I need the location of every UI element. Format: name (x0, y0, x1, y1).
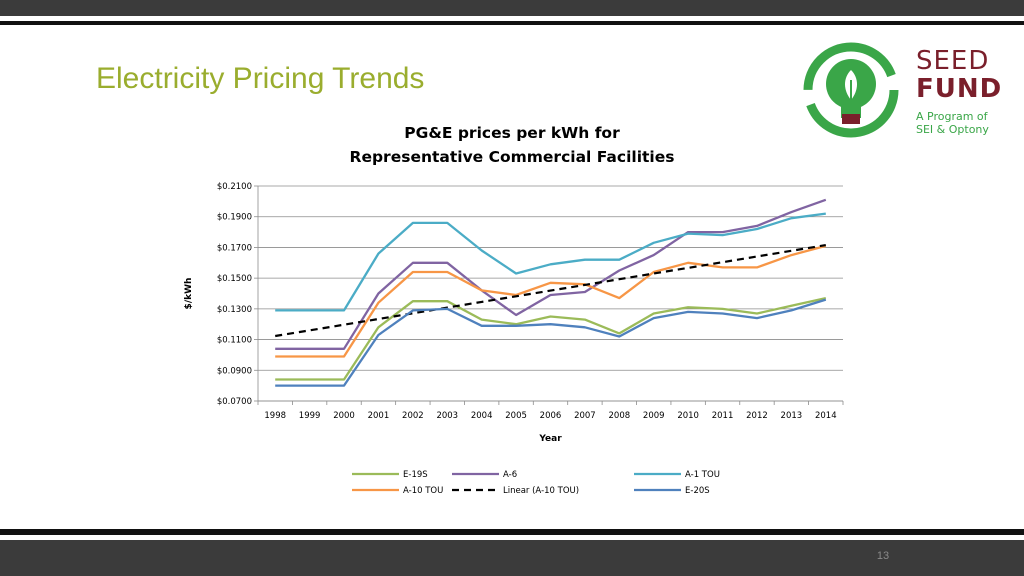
x-tick-label: 2002 (402, 411, 424, 421)
series-line-a-10-tou (275, 244, 827, 358)
legend-label: E-20S (685, 486, 710, 496)
legend-label: A-6 (503, 470, 517, 480)
gridlines (258, 185, 843, 402)
bottom-divider-line (0, 529, 1024, 535)
x-tick-label: 2008 (609, 411, 631, 421)
series-line-e-19s (275, 296, 827, 381)
x-tick-label: 1998 (264, 411, 286, 421)
series-lines (275, 198, 827, 387)
seed-fund-logo: SEED FUND A Program of SEI & Optony (796, 40, 1001, 140)
line-chart: $0.0700 $0.0900 $0.1100 $0.1300 $0.1500 $0.17… (184, 182, 844, 496)
logo-tagline-line2: SEI & Optony (916, 123, 989, 137)
y-tick-label: $0.1900 (217, 213, 252, 223)
chart-title-line1: PG&E prices per kWh for (404, 124, 620, 142)
logo-tagline-line1: A Program of (916, 110, 988, 123)
chart-title-line2: Representative Commercial Facilities (349, 148, 675, 166)
x-tick-label: 2011 (712, 411, 734, 421)
y-tick-label: $0.1300 (217, 305, 252, 315)
x-axis-title: Year (538, 434, 562, 444)
x-tick-label: 2007 (574, 411, 596, 421)
x-tick-label: 2006 (540, 411, 562, 421)
x-tick-label: 2004 (471, 411, 493, 421)
x-tick-label: 2014 (815, 411, 837, 421)
logo-seed-text: SEED (916, 46, 990, 76)
x-tick-label: 2000 (333, 411, 355, 421)
slide-number: 13 (876, 550, 890, 562)
series-line-e-20s (275, 298, 827, 387)
y-tick-label: $0.1100 (217, 336, 252, 346)
top-divider-line (0, 21, 1024, 25)
y-tick-label: $0.2100 (217, 182, 252, 192)
lightbulb-ring-icon (803, 42, 899, 138)
y-tick-label: $0.0700 (217, 397, 252, 407)
logo-tagline: A Program of SEI & Optony (916, 110, 989, 136)
x-tick-label: 1999 (299, 411, 321, 421)
y-axis-title: $/kWh (184, 278, 194, 310)
y-tick-label: $0.0900 (217, 366, 252, 376)
x-tick-label: 2012 (746, 411, 768, 421)
y-tick-label: $0.1700 (217, 243, 252, 253)
x-tick-label: 2013 (781, 411, 803, 421)
x-tick-label: 2009 (643, 411, 665, 421)
legend-label: E-19S (403, 470, 428, 480)
x-tick-label: 2001 (368, 411, 390, 421)
axes: $0.0700 $0.0900 $0.1100 $0.1300 $0.1500 $0.17… (184, 182, 844, 444)
legend: E-19S A-6 A-1 TOU A-10 TOU Linear (A-10 TOU)… (352, 470, 720, 496)
footer-band (0, 540, 1024, 576)
top-header-band (0, 0, 1024, 16)
legend-label: A-10 TOU (403, 486, 443, 496)
series-line-a-1-tou (275, 212, 826, 312)
x-tick-label: 2010 (677, 411, 699, 421)
legend-label: A-1 TOU (685, 470, 720, 480)
legend-label: Linear (A-10 TOU) (503, 486, 579, 496)
slide-title: Electricity Pricing Trends (96, 62, 425, 95)
y-tick-label: $0.1500 (217, 274, 252, 284)
chart-title: PG&E prices per kWh for Representative C… (312, 121, 712, 169)
logo-wordmark: SEED FUND (916, 48, 1002, 102)
x-tick-label: 2003 (436, 411, 458, 421)
x-tick-label: 2005 (505, 411, 527, 421)
logo-fund-text: FUND (916, 74, 1003, 104)
series-line-a-6 (275, 198, 827, 350)
series-line-linear-a-10-tou- (275, 244, 826, 338)
